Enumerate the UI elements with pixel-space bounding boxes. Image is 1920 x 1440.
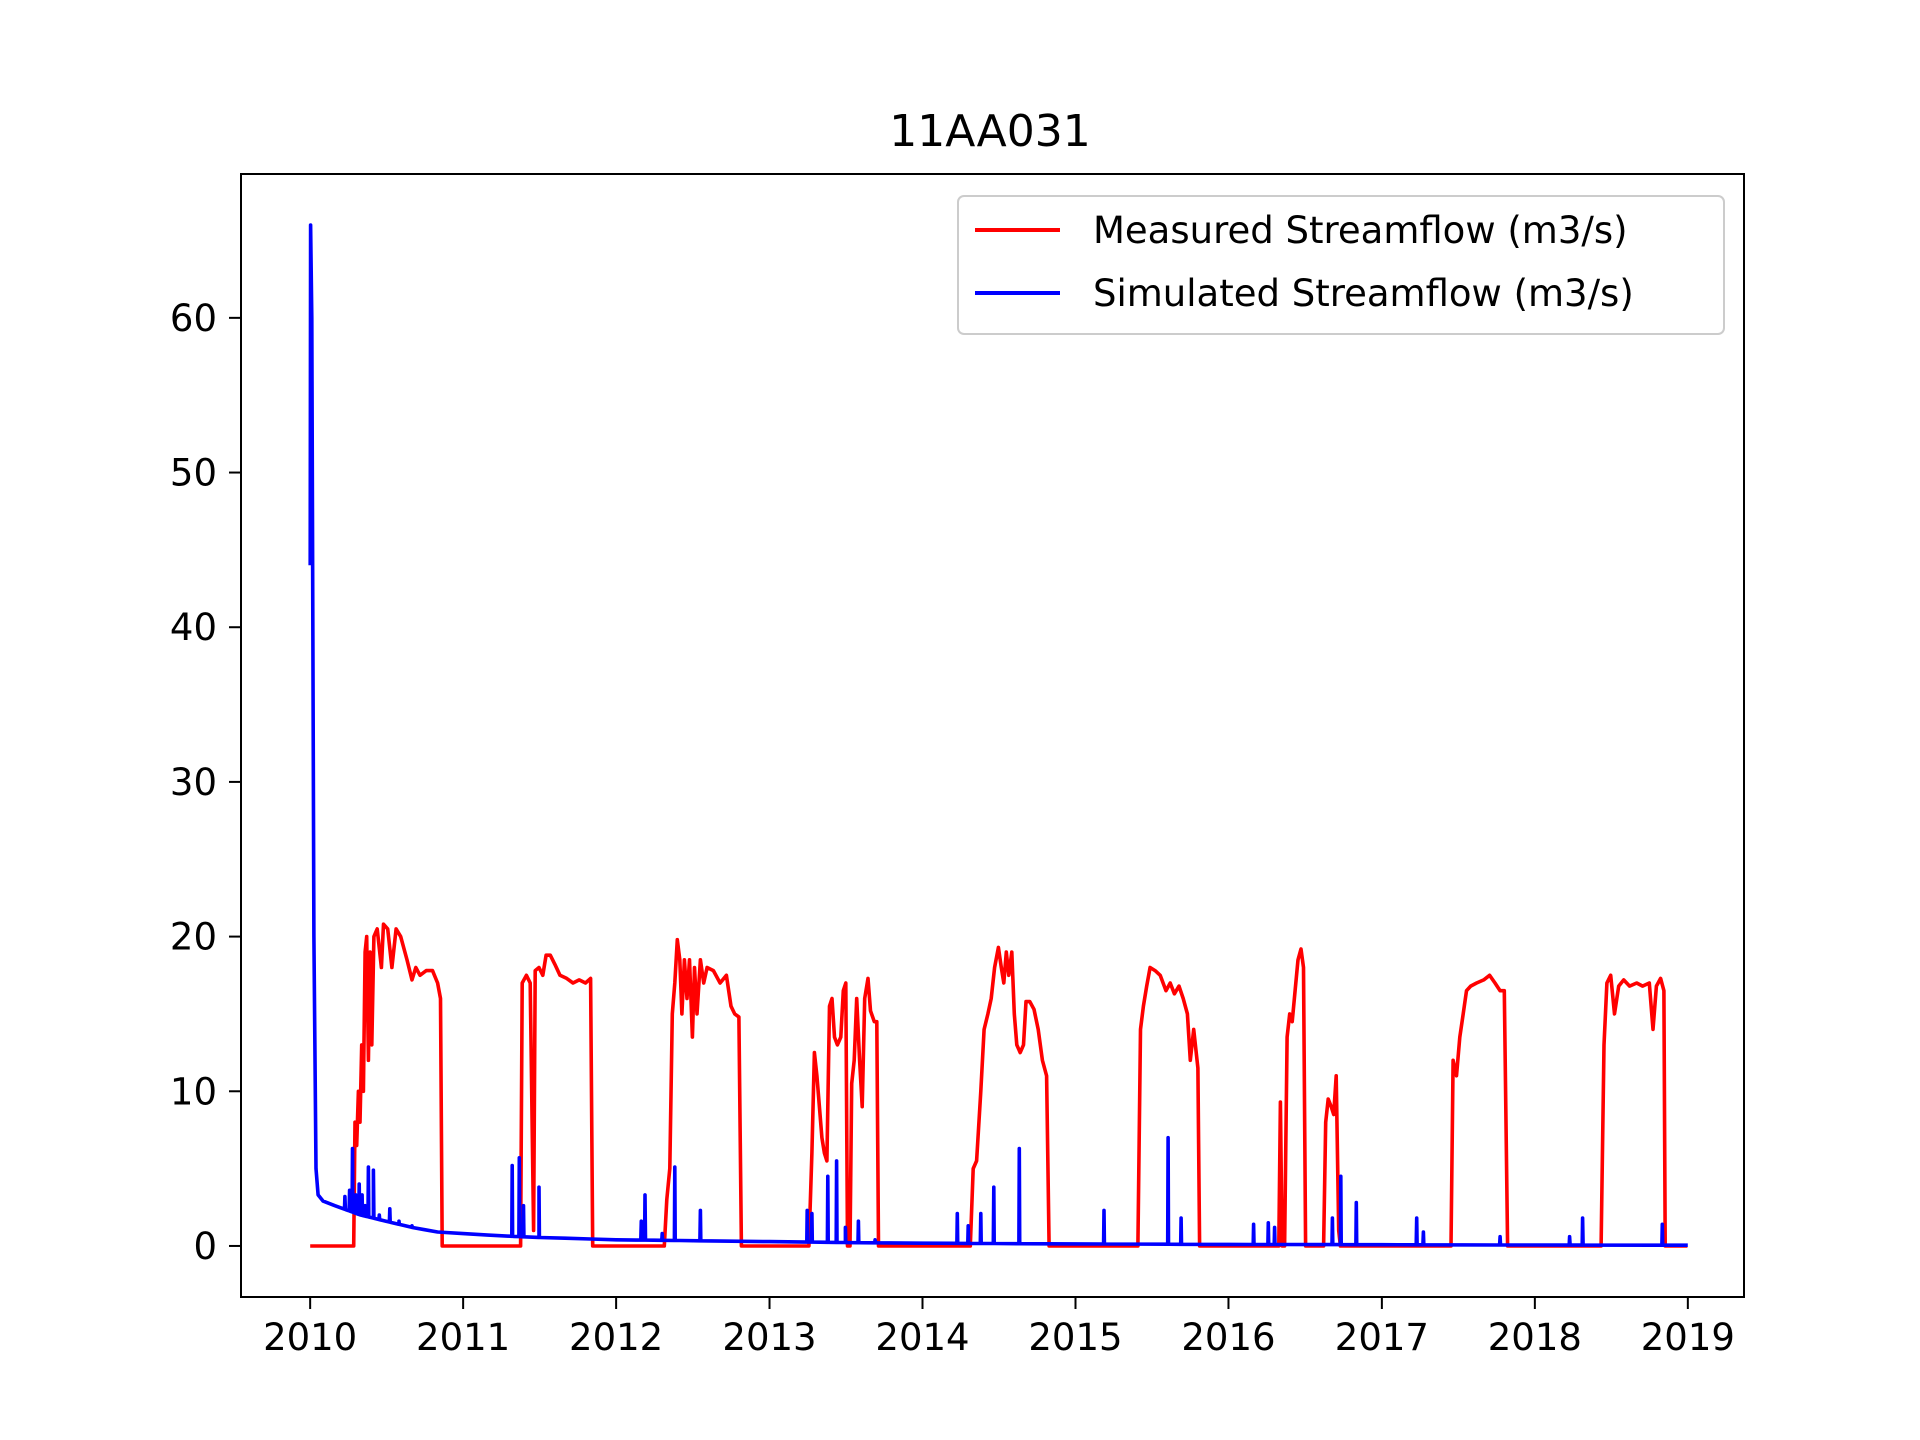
x-tick-label: 2018 <box>1488 1316 1582 1359</box>
x-tick-label: 2011 <box>416 1316 510 1359</box>
y-tick-label: 0 <box>193 1225 217 1268</box>
y-tick-label: 60 <box>170 297 217 340</box>
legend-frame <box>957 195 1725 335</box>
x-tick-label: 2017 <box>1335 1316 1429 1359</box>
y-tick-label: 50 <box>170 452 217 495</box>
y-axis: 0 10 20 30 40 50 60 <box>170 297 241 1268</box>
chart-title: 11AA031 <box>889 106 1090 157</box>
x-tick-label: 2013 <box>722 1316 816 1359</box>
series-line-simulated <box>308 223 1688 1247</box>
y-tick-label: 40 <box>170 606 217 649</box>
legend-label-measured: Measured Streamflow (m3/s) <box>1093 209 1628 252</box>
y-tick-label: 30 <box>170 761 217 804</box>
plot-frame <box>240 173 1745 1298</box>
y-tick-label: 20 <box>170 916 217 959</box>
x-tick-label: 2014 <box>875 1316 969 1359</box>
legend: Measured Streamflow (m3/s) Simulated Str… <box>957 195 1725 335</box>
x-tick-label: 2016 <box>1181 1316 1275 1359</box>
x-tick-label: 2010 <box>263 1316 357 1359</box>
y-tick-label: 10 <box>170 1070 217 1113</box>
plot-area <box>240 173 1745 1298</box>
x-tick-label: 2012 <box>569 1316 663 1359</box>
x-axis: 2010 2011 2012 2013 2014 2015 2016 2017 2018 2019 <box>263 1297 1735 1359</box>
x-tick-label: 2015 <box>1028 1316 1122 1359</box>
legend-label-simulated: Simulated Streamflow (m3/s) <box>1093 272 1634 315</box>
series-layer <box>308 223 1688 1248</box>
x-tick-label: 2019 <box>1641 1316 1735 1359</box>
